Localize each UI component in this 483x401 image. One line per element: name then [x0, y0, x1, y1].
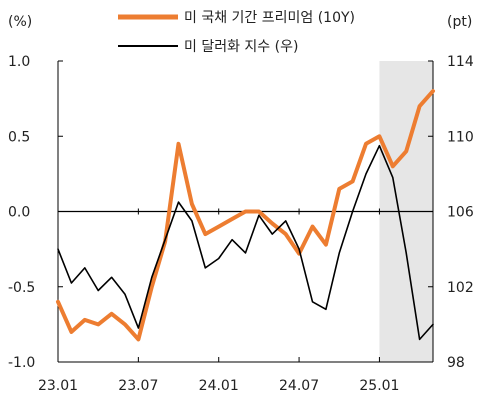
right-tick-label: 110 [447, 129, 474, 145]
left-tick-label: -1.0 [8, 355, 35, 371]
x-tick-label: 25.01 [359, 378, 399, 394]
right-axis-unit: (pt) [447, 14, 472, 30]
x-tick-label: 23.01 [38, 378, 78, 394]
right-tick-label: 106 [447, 205, 474, 221]
series-layer [56, 89, 435, 342]
right-tick-label: 98 [447, 355, 465, 371]
legend-label-dollar-index: 미 달러화 지수 (우) [184, 39, 298, 55]
left-tick-label: 1.0 [8, 54, 30, 70]
right-tick-label: 102 [447, 280, 474, 296]
right-tick-label: 114 [447, 54, 474, 70]
x-tick-label: 24.07 [279, 378, 319, 394]
left-tick-label: 0.0 [8, 205, 30, 221]
left-tick-label: -0.5 [8, 280, 35, 296]
legend: 미 국채 기간 프리미엄 (10Y) 미 달러화 지수 (우) [118, 10, 355, 55]
tick-labels: 1.0 0.5 0.0 -0.5 -1.0 114 110 106 102 98 23.01 23.0… [8, 54, 474, 394]
legend-label-term-premium: 미 국채 기간 프리미엄 (10Y) [184, 10, 355, 26]
series-line-dollar-index [57, 144, 434, 341]
series-line-term-premium [56, 89, 435, 342]
x-tick-label: 24.01 [199, 378, 239, 394]
x-tick-label: 23.07 [118, 378, 158, 394]
left-axis-unit: (%) [8, 14, 32, 30]
left-tick-label: 0.5 [8, 129, 30, 145]
